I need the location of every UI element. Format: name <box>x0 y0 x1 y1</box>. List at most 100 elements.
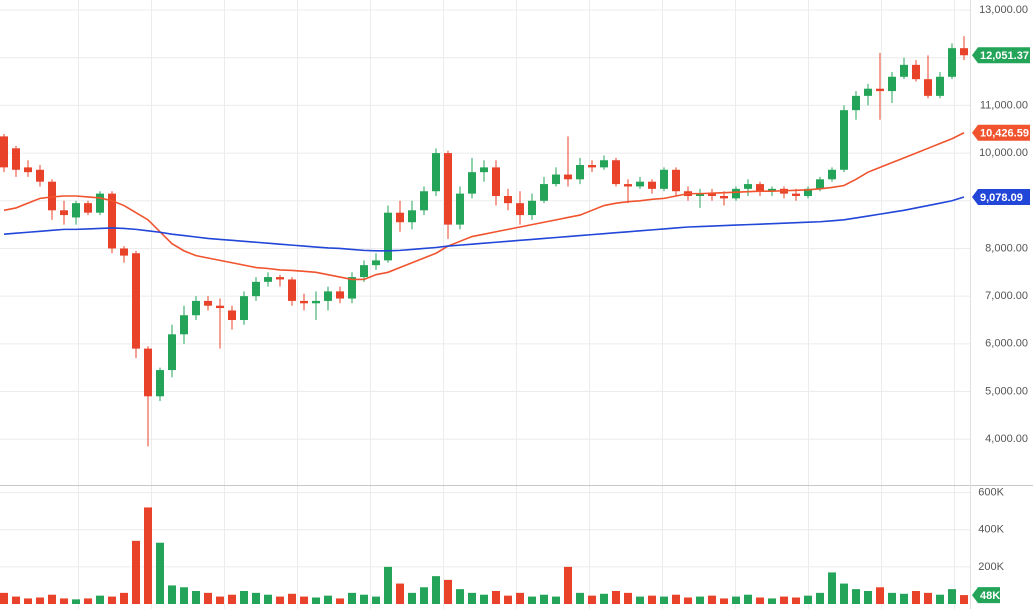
candle-body <box>180 315 188 335</box>
candle-body <box>24 167 32 173</box>
volume-bar <box>204 592 212 604</box>
volume-bar <box>960 595 968 604</box>
grid <box>0 0 970 609</box>
volume-bar <box>60 598 68 604</box>
candle-body <box>324 291 332 301</box>
candle-body <box>36 169 44 182</box>
candle-body <box>468 172 476 194</box>
volume-bar <box>468 592 476 604</box>
candle-body <box>156 370 164 397</box>
volume-bar <box>912 591 920 604</box>
volume-bar <box>792 597 800 604</box>
volume-bar <box>180 587 188 604</box>
y-tick-label: 6,000.00 <box>985 338 1028 350</box>
volume-bar <box>492 591 500 604</box>
volume-bar <box>444 579 452 604</box>
candle-body <box>816 179 824 189</box>
candle-body <box>420 191 428 211</box>
candle-body <box>528 200 536 216</box>
candle-body <box>480 167 488 173</box>
candle-body <box>216 305 224 309</box>
volume-bar <box>360 594 368 604</box>
ma-last-tag-bg <box>972 124 1030 141</box>
candle-body <box>492 167 500 197</box>
volume-bar <box>540 594 548 604</box>
candle-body <box>336 291 344 299</box>
candle-body <box>444 153 452 225</box>
candle-body <box>240 296 248 320</box>
candle-body <box>48 181 56 211</box>
volume-bar <box>672 594 680 604</box>
volume-bar <box>852 589 860 604</box>
candle-body <box>840 110 848 170</box>
candle-body <box>360 265 368 278</box>
candle-body <box>804 188 812 197</box>
candle-body <box>624 184 632 187</box>
candle-body <box>288 279 296 301</box>
volume-bar <box>936 594 944 604</box>
candle-body <box>948 48 956 77</box>
volume-bar <box>504 595 512 604</box>
candle-body <box>636 181 644 187</box>
candle-body <box>120 248 128 256</box>
volume-bar <box>552 596 560 604</box>
candle-body <box>828 169 836 180</box>
volume-bar <box>348 592 356 604</box>
candle-body <box>960 48 968 56</box>
candle-body <box>168 334 176 371</box>
volume-bar <box>780 596 788 604</box>
candle-body <box>540 184 548 201</box>
volume-bar <box>636 596 644 604</box>
candle-body <box>924 79 932 96</box>
candle-body <box>72 203 80 218</box>
candle-body <box>300 300 308 304</box>
volume-bar <box>828 572 836 604</box>
volume-bar <box>600 593 608 604</box>
y-tick-label: 4,000.00 <box>985 433 1028 445</box>
volume-bar <box>48 594 56 604</box>
candle-body <box>408 210 416 223</box>
volume-bar <box>732 596 740 604</box>
candle-body <box>564 174 572 180</box>
volume-bar <box>36 597 44 604</box>
candle-body <box>612 160 620 185</box>
volume-bar <box>576 592 584 604</box>
candle-body <box>648 181 656 189</box>
y-tick-label: 11,000.00 <box>980 99 1028 111</box>
candle-body <box>600 160 608 168</box>
volume-bar <box>168 585 176 604</box>
volume-bar <box>924 592 932 604</box>
volume-bar <box>408 592 416 604</box>
candle-body <box>108 193 116 249</box>
candle-body <box>396 212 404 223</box>
candle-body <box>864 88 872 96</box>
volume-bar <box>420 587 428 604</box>
volume-bar <box>720 598 728 604</box>
volume-bar <box>816 592 824 604</box>
volume-bar <box>336 598 344 604</box>
candle-body <box>552 174 560 185</box>
candle-body <box>516 203 524 216</box>
volume-bar <box>624 592 632 604</box>
volume-bar <box>564 566 572 604</box>
candle-body <box>84 203 92 213</box>
y-tick-label: 10,000.00 <box>979 147 1028 159</box>
volume-bar <box>648 595 656 604</box>
candle-body <box>432 153 440 192</box>
volume-bar <box>300 596 308 604</box>
candle-body <box>132 253 140 349</box>
volume-bar <box>612 591 620 604</box>
volume-bar <box>396 583 404 604</box>
candle-body <box>768 188 776 192</box>
y-tick-label: 13,000.00 <box>979 4 1028 16</box>
candle-body <box>912 64 920 80</box>
volume-bar <box>756 597 764 604</box>
last-price-tag-bg <box>972 47 1030 64</box>
candle-body <box>852 95 860 111</box>
volume-bar <box>156 542 164 604</box>
volume-bar <box>144 507 152 604</box>
volume-bar <box>84 598 92 604</box>
volume-bar <box>516 592 524 604</box>
candle-body <box>96 193 104 213</box>
volume-bar <box>768 598 776 604</box>
